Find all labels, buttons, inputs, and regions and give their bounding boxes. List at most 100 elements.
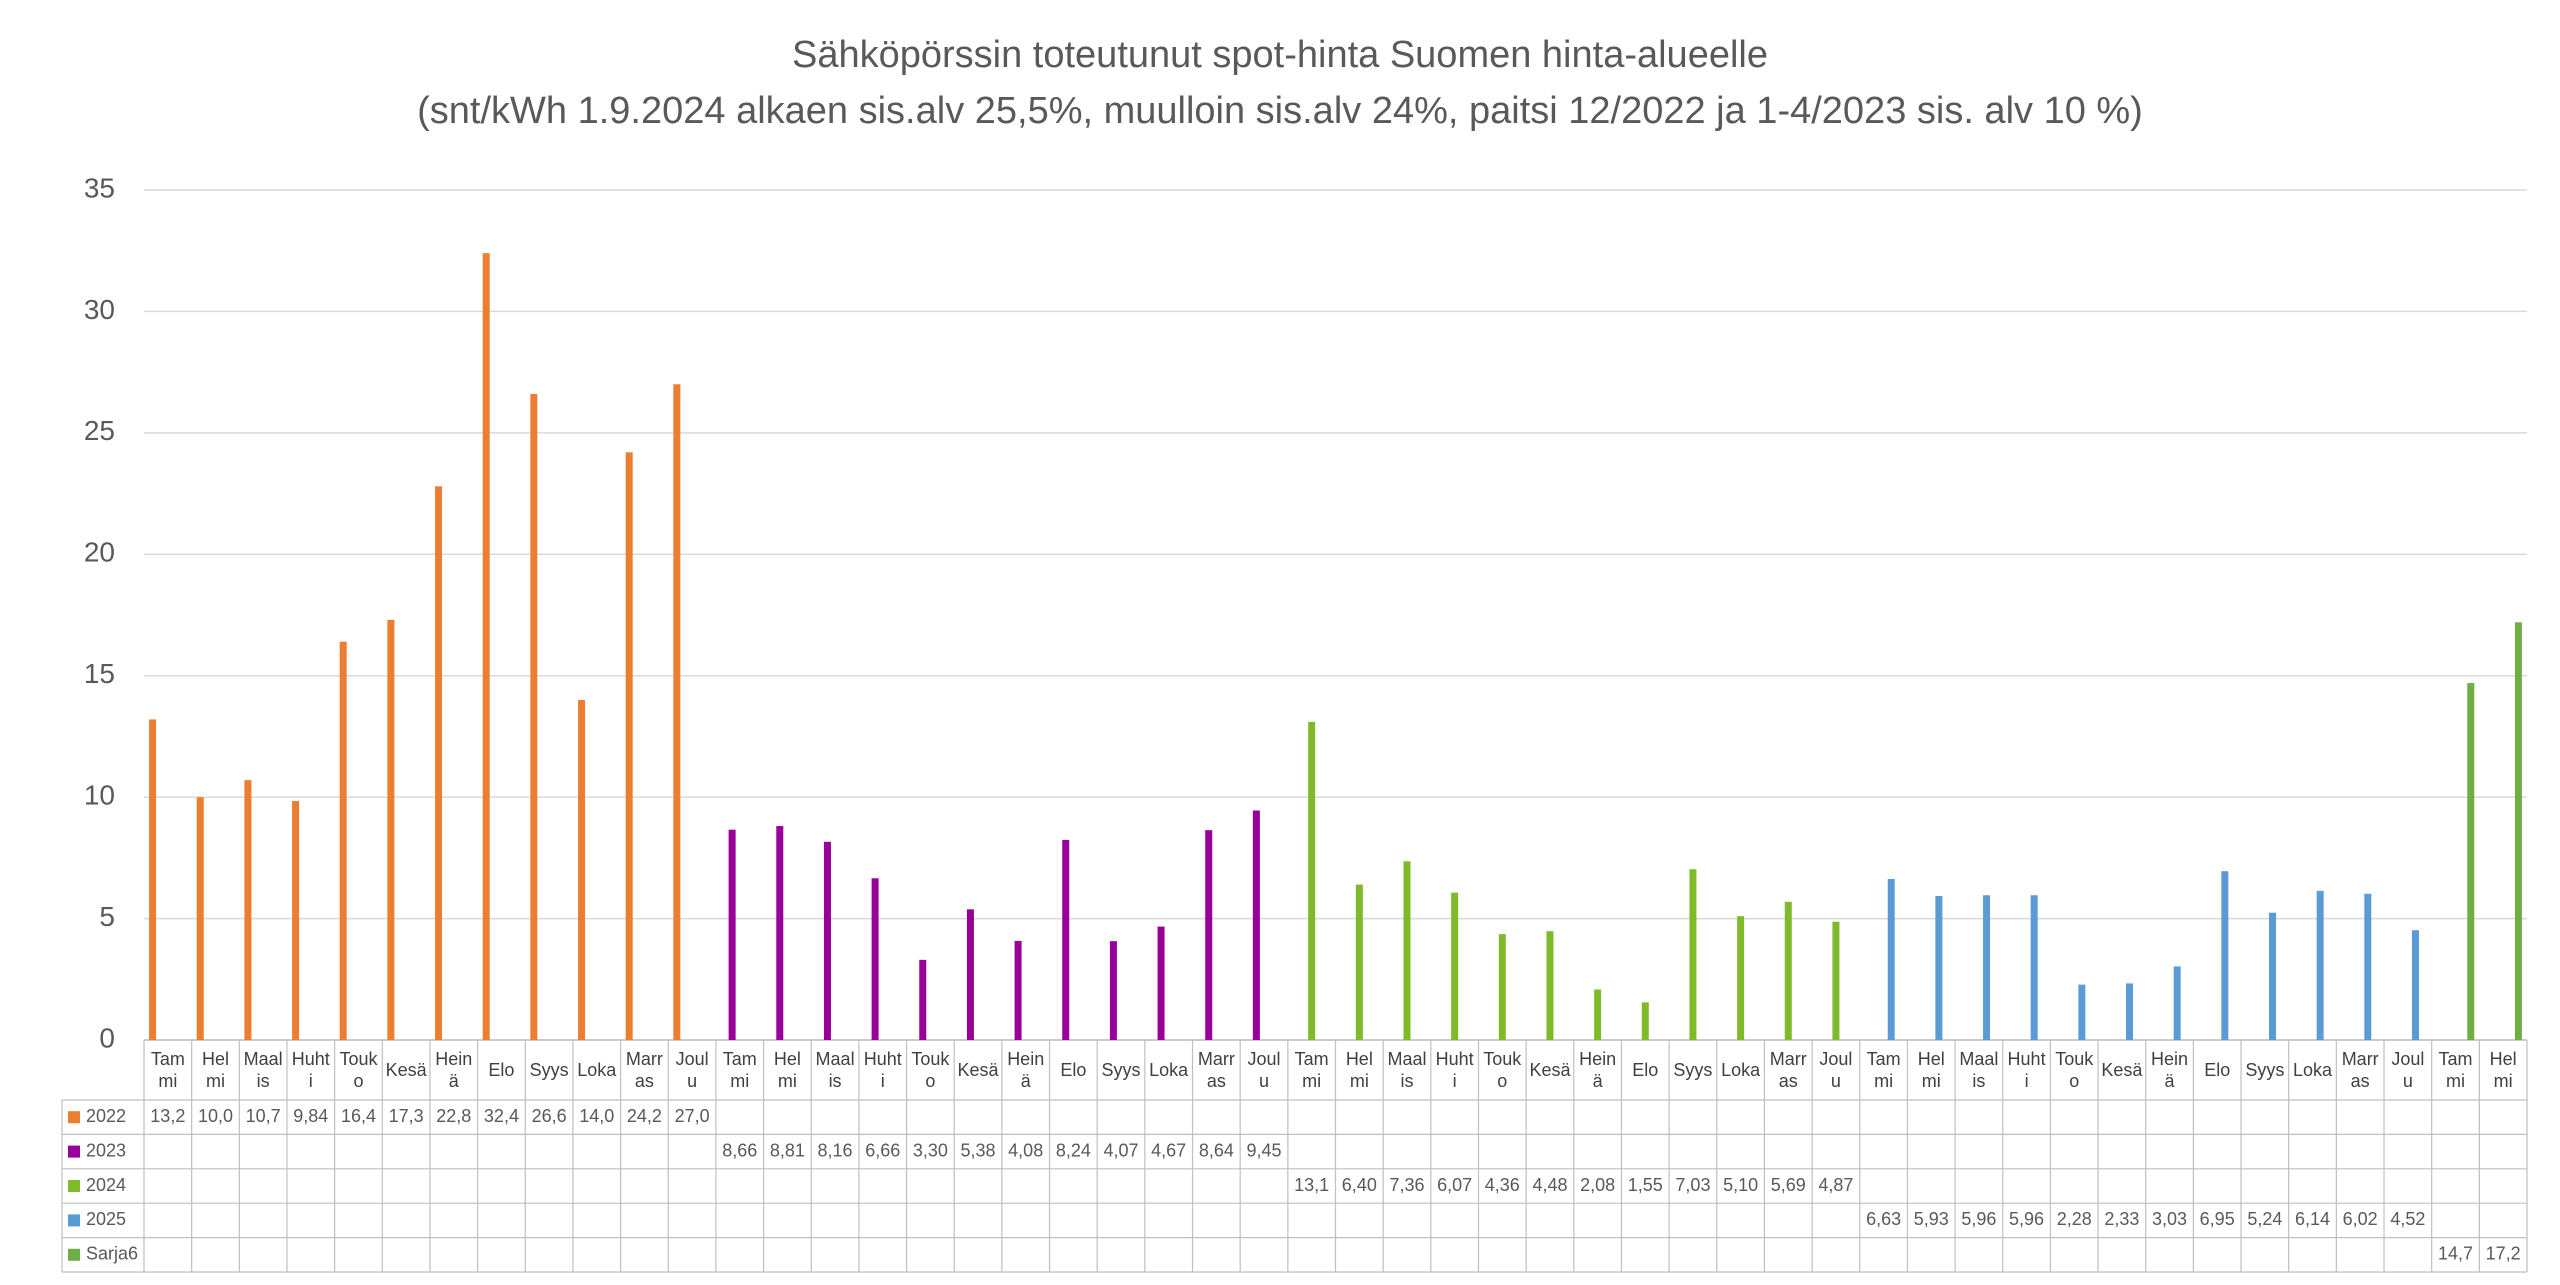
x-tick-label: Syys (2245, 1060, 2285, 1080)
x-tick-label: Syys (1101, 1060, 1141, 1080)
bar (292, 801, 300, 1040)
data-label: 5,69 (1771, 1175, 1806, 1195)
legend-label: 2025 (86, 1209, 126, 1229)
data-label: 4,08 (1008, 1140, 1043, 1160)
bar (2514, 622, 2522, 1040)
x-tick-label: Syys (1673, 1060, 1713, 1080)
bar (1983, 895, 1991, 1040)
data-label: 2,28 (2057, 1209, 2092, 1229)
x-tick-label: Touko (2055, 1049, 2094, 1091)
x-tick-label: Elo (2204, 1060, 2231, 1080)
y-tick-label: 35 (84, 172, 115, 203)
bar (2173, 966, 2181, 1040)
data-label: 4,36 (1485, 1175, 1520, 1195)
x-tick-label: Heinä (1007, 1049, 1045, 1091)
data-label: 3,03 (2152, 1209, 2187, 1229)
bar (1887, 878, 1895, 1040)
legend-swatch (68, 1248, 80, 1261)
x-tick-label: Touko (911, 1049, 950, 1091)
x-tick-label: Syys (529, 1060, 569, 1080)
bar (1546, 931, 1554, 1040)
x-tick-label: Heinä (1579, 1049, 1617, 1091)
data-label: 5,10 (1723, 1175, 1758, 1195)
data-label: 6,07 (1437, 1175, 1472, 1195)
x-tick-label: Tammi (722, 1049, 757, 1091)
data-label: 6,02 (2343, 1209, 2378, 1229)
bar (871, 878, 879, 1040)
x-tick-label: Tammi (1294, 1049, 1329, 1091)
bar (1737, 916, 1745, 1040)
data-label: 6,95 (2200, 1209, 2235, 1229)
legend-label: 2022 (86, 1106, 126, 1126)
bar (1451, 892, 1459, 1040)
x-tick-label: Kesä (2101, 1060, 2143, 1080)
bar (1498, 934, 1506, 1040)
bar (2126, 983, 2134, 1040)
bar (1205, 830, 1213, 1040)
bar (1109, 941, 1117, 1040)
x-tick-label: Maalis (1959, 1049, 1999, 1091)
legend-label: 2024 (86, 1175, 126, 1195)
x-tick-label: Helmi (1917, 1049, 1945, 1091)
data-label: 5,38 (961, 1140, 996, 1160)
data-label: 4,48 (1532, 1175, 1567, 1195)
x-tick-label: Loka (577, 1060, 617, 1080)
x-tick-label: Tammi (2438, 1049, 2473, 1091)
data-label: 6,40 (1342, 1175, 1377, 1195)
x-tick-label: Elo (1060, 1060, 1087, 1080)
x-tick-label: Touko (1483, 1049, 1522, 1091)
x-tick-label: Kesä (385, 1060, 427, 1080)
data-label: 32,4 (484, 1106, 519, 1126)
bar (728, 829, 736, 1040)
y-tick-label: 10 (84, 780, 115, 811)
y-tick-label: 5 (99, 901, 115, 932)
data-label: 4,87 (1818, 1175, 1853, 1195)
x-tick-label: Elo (1632, 1060, 1659, 1080)
bar (1935, 895, 1943, 1040)
data-label: 10,7 (246, 1106, 281, 1126)
x-tick-label: Huhti (291, 1049, 330, 1091)
x-tick-label: Loka (1721, 1060, 1761, 1080)
data-label: 9,84 (293, 1106, 328, 1126)
legend-label: Sarja6 (86, 1244, 138, 1264)
bar (339, 641, 347, 1040)
x-tick-label: Helmi (1345, 1049, 1373, 1091)
y-tick-label: 20 (84, 537, 115, 568)
y-tick-label: 30 (84, 294, 115, 325)
data-label: 17,3 (389, 1106, 424, 1126)
data-label: 5,96 (2009, 1209, 2044, 1229)
x-tick-label: Marras (1197, 1049, 1235, 1091)
chart-subtitle: (snt/kWh 1.9.2024 alkaen sis.alv 25,5%, … (417, 90, 2143, 132)
data-label: 13,1 (1294, 1175, 1329, 1195)
x-tick-label: Elo (488, 1060, 515, 1080)
bar (919, 959, 927, 1040)
data-label: 26,6 (532, 1106, 567, 1126)
data-label: 8,66 (722, 1140, 757, 1160)
bar (1157, 926, 1165, 1040)
x-tick-label: Tammi (1866, 1049, 1901, 1091)
data-label: 1,55 (1628, 1175, 1663, 1195)
x-tick-label: Joulu (675, 1049, 709, 1091)
bar (149, 719, 157, 1040)
data-label: 17,2 (2486, 1244, 2521, 1264)
x-tick-label: Joulu (1819, 1049, 1853, 1091)
bar (966, 909, 974, 1040)
data-label: 24,2 (627, 1106, 662, 1126)
x-tick-label: Joulu (1247, 1049, 1281, 1091)
data-label: 5,93 (1914, 1209, 1949, 1229)
data-label: 9,45 (1246, 1140, 1281, 1160)
bar (1641, 1002, 1649, 1040)
y-tick-label: 25 (84, 415, 115, 446)
bar (1308, 721, 1316, 1040)
data-label: 6,66 (865, 1140, 900, 1160)
data-label: 4,52 (2390, 1209, 2425, 1229)
x-tick-label: Tammi (150, 1049, 185, 1091)
x-tick-label: Touko (339, 1049, 378, 1091)
x-tick-label: Kesä (1529, 1060, 1571, 1080)
x-tick-label: Joulu (2391, 1049, 2425, 1091)
y-tick-label: 15 (84, 658, 115, 689)
data-label: 16,4 (341, 1106, 376, 1126)
x-tick-label: Heinä (435, 1049, 473, 1091)
